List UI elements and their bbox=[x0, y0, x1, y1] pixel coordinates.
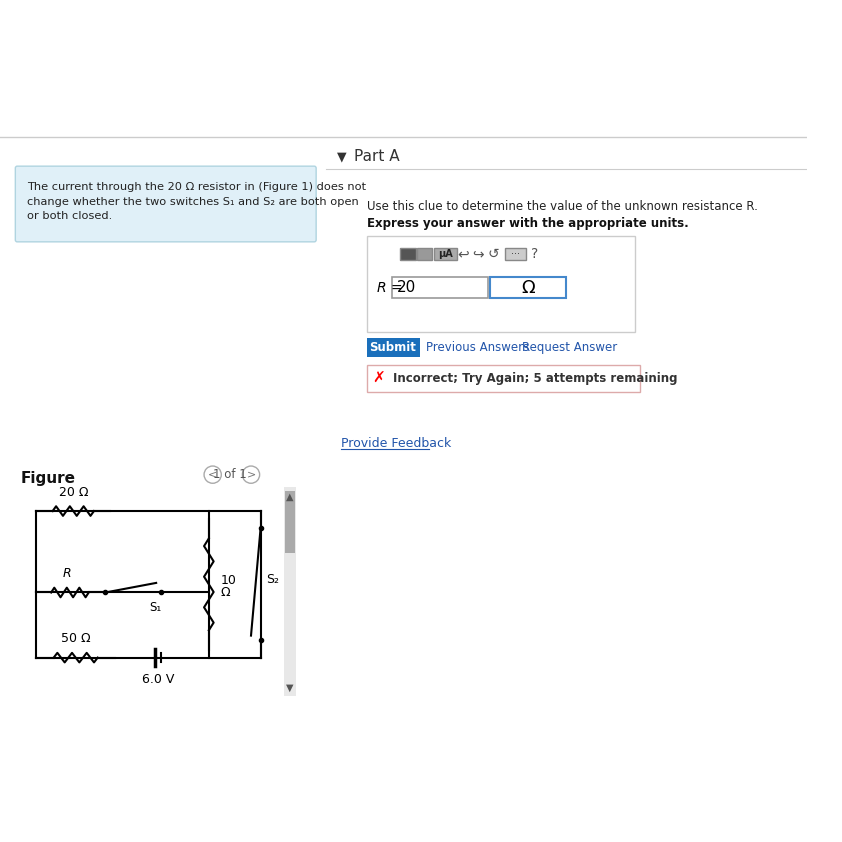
FancyBboxPatch shape bbox=[15, 166, 316, 242]
Text: The current through the 20 Ω resistor in (Figure 1) does not: The current through the 20 Ω resistor in… bbox=[27, 183, 366, 193]
Text: S₁: S₁ bbox=[149, 601, 162, 614]
Text: S₂: S₂ bbox=[266, 573, 280, 586]
Text: change whether the two switches S₁ and S₂ are both open: change whether the two switches S₁ and S… bbox=[27, 197, 359, 207]
Text: ↪: ↪ bbox=[472, 248, 484, 261]
Text: 1 of 1: 1 of 1 bbox=[213, 468, 247, 481]
Text: R: R bbox=[63, 567, 72, 580]
FancyBboxPatch shape bbox=[392, 277, 488, 298]
Text: Ω: Ω bbox=[521, 279, 535, 297]
FancyBboxPatch shape bbox=[367, 365, 640, 392]
Text: R =: R = bbox=[376, 281, 402, 295]
FancyBboxPatch shape bbox=[367, 236, 635, 332]
Text: Incorrect; Try Again; 5 attempts remaining: Incorrect; Try Again; 5 attempts remaini… bbox=[392, 372, 677, 386]
Text: ?: ? bbox=[531, 248, 538, 261]
FancyBboxPatch shape bbox=[434, 248, 457, 260]
Text: μA: μA bbox=[438, 249, 453, 259]
Text: ▼: ▼ bbox=[338, 150, 347, 163]
Text: 6.0 V: 6.0 V bbox=[142, 673, 174, 686]
Text: Express your answer with the appropriate units.: Express your answer with the appropriate… bbox=[367, 217, 689, 230]
Text: ▲: ▲ bbox=[285, 492, 293, 502]
Text: Provide Feedback: Provide Feedback bbox=[341, 436, 451, 450]
Text: ▼: ▼ bbox=[285, 683, 293, 693]
FancyBboxPatch shape bbox=[284, 488, 296, 696]
Text: Ω: Ω bbox=[221, 587, 230, 600]
FancyBboxPatch shape bbox=[489, 277, 566, 298]
Text: 20: 20 bbox=[397, 280, 416, 296]
Text: 50 Ω: 50 Ω bbox=[61, 632, 90, 645]
FancyBboxPatch shape bbox=[285, 491, 295, 553]
Text: 20 Ω: 20 Ω bbox=[59, 486, 88, 498]
Text: >: > bbox=[247, 470, 256, 480]
FancyBboxPatch shape bbox=[417, 248, 432, 260]
Text: ↩: ↩ bbox=[457, 248, 468, 261]
Text: 10: 10 bbox=[221, 574, 237, 587]
Text: Part A: Part A bbox=[354, 149, 400, 164]
Text: ↺: ↺ bbox=[488, 248, 499, 261]
Text: ✗: ✗ bbox=[372, 371, 385, 386]
FancyBboxPatch shape bbox=[367, 338, 419, 357]
Text: Submit: Submit bbox=[370, 341, 416, 354]
FancyBboxPatch shape bbox=[401, 248, 416, 260]
Text: Previous Answers: Previous Answers bbox=[426, 341, 530, 354]
Text: Request Answer: Request Answer bbox=[522, 341, 617, 354]
Text: Use this clue to determine the value of the unknown resistance R.: Use this clue to determine the value of … bbox=[367, 200, 758, 213]
FancyBboxPatch shape bbox=[505, 248, 526, 260]
Text: or both closed.: or both closed. bbox=[27, 211, 112, 221]
Text: ···: ··· bbox=[511, 249, 520, 259]
Text: <: < bbox=[208, 470, 217, 480]
Text: Figure: Figure bbox=[21, 471, 76, 486]
